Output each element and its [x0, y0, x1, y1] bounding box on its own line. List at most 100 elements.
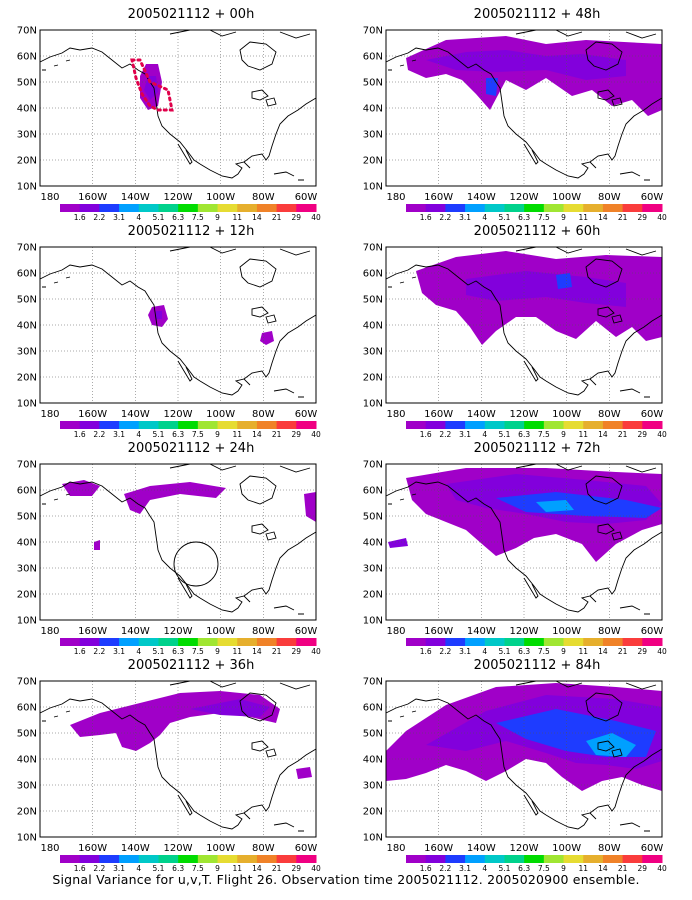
colorbar-swatch [217, 638, 238, 646]
lon-tick-label: 60W [295, 843, 318, 854]
colorbar-swatch [99, 421, 120, 429]
lat-tick-label: 60N [363, 486, 383, 497]
colorbar-swatch [484, 638, 505, 646]
colorbar-label: 29 [638, 213, 648, 220]
lon-tick-label: 140W [121, 409, 150, 420]
latitude-labels: 10N 20N 30N 40N 50N 60N 70N [363, 677, 383, 844]
colorbar-label: 2.2 [439, 430, 451, 437]
lat-tick-label: 30N [363, 781, 383, 792]
gridlines [386, 681, 662, 837]
colorbar-swatch [237, 421, 258, 429]
colorbar-label: 11 [578, 864, 588, 871]
lat-tick-label: 30N [363, 347, 383, 358]
lon-tick-label: 100W [552, 409, 581, 420]
coastline [39, 246, 317, 398]
lat-tick-label: 40N [17, 321, 37, 332]
colorbar-swatch [425, 204, 446, 212]
colorbar-label: 3.1 [113, 213, 125, 220]
colorbar-label: 7.5 [538, 430, 550, 437]
colorbar-label: 7.5 [192, 647, 204, 654]
lon-tick-label: 140W [121, 626, 150, 637]
lat-tick-label: 20N [363, 590, 383, 601]
colorbar-swatch [445, 204, 466, 212]
colorbar-swatch [60, 638, 81, 646]
variance-field [388, 468, 662, 562]
colorbar-label: 21 [618, 864, 628, 871]
colorbar-swatch [484, 204, 505, 212]
lon-tick-label: 160W [424, 843, 453, 854]
colorbar-label: 6.3 [518, 864, 530, 871]
colorbar-label: 6.3 [172, 213, 184, 220]
colorbar-swatch [406, 638, 427, 646]
lon-tick-label: 60W [295, 192, 318, 203]
gridlines [386, 30, 662, 186]
latitude-labels: 10N 20N 30N 40N 50N 60N 70N [17, 243, 37, 410]
figure-caption: Signal Variance for u,v,T. Flight 26. Ob… [52, 872, 640, 887]
colorbar-swatch [197, 638, 219, 646]
colorbar-swatch [197, 421, 219, 429]
colorbar-swatch [158, 855, 179, 863]
colorbar-label: 14 [598, 430, 608, 437]
longitude-labels: 180 160W 140W 120W 100W 80W 60W [386, 409, 663, 420]
colorbar-swatch [524, 421, 545, 429]
variance-contour [556, 273, 572, 289]
lat-tick-label: 40N [363, 538, 383, 549]
lat-tick-label: 70N [17, 243, 37, 254]
colorbar-label: 1.6 [74, 213, 86, 220]
variance-field [416, 251, 662, 345]
coastline [385, 463, 663, 615]
variance-contour [496, 492, 662, 518]
colorbar-swatch [602, 855, 624, 863]
lon-tick-label: 180 [386, 192, 405, 203]
colorbar-swatch [158, 638, 179, 646]
lon-tick-label: 120W [510, 192, 539, 203]
colorbar-swatch [237, 204, 258, 212]
colorbar-label: 4 [136, 213, 141, 220]
colorbar-label: 7.5 [538, 864, 550, 871]
colorbar-swatch [60, 421, 81, 429]
colorbar-label: 1.6 [420, 647, 432, 654]
colorbar-swatch [543, 204, 565, 212]
panel-title: 2005021112 + 36h [128, 658, 255, 673]
colorbar-swatch [178, 855, 199, 863]
colorbar-swatch [524, 855, 545, 863]
lat-tick-label: 50N [363, 512, 383, 523]
longitude-labels: 180 160W 140W 120W 100W 80W 60W [40, 626, 317, 637]
lon-tick-label: 120W [164, 409, 193, 420]
colorbar-swatch [425, 855, 446, 863]
variance-field [62, 480, 316, 550]
colorbar-swatch [237, 855, 258, 863]
colorbar-label: 1.6 [74, 647, 86, 654]
colorbar-label: 14 [598, 647, 608, 654]
colorbar-swatch [79, 204, 100, 212]
colorbar-label: 29 [638, 430, 648, 437]
lat-tick-label: 20N [17, 590, 37, 601]
lat-tick-label: 30N [17, 130, 37, 141]
lon-tick-label: 140W [121, 192, 150, 203]
variance-contour [156, 311, 162, 319]
colorbar-swatch [60, 204, 81, 212]
variance-contour [304, 492, 316, 522]
lon-tick-label: 100W [206, 843, 235, 854]
variance-contour [94, 540, 100, 550]
lon-tick-label: 120W [164, 626, 193, 637]
lon-tick-label: 180 [40, 626, 59, 637]
lon-tick-label: 100W [206, 409, 235, 420]
variance-contour [586, 733, 636, 757]
colorbar-label: 11 [232, 430, 242, 437]
colorbar-label: 4 [136, 430, 141, 437]
colorbar-swatch [425, 638, 446, 646]
colorbar-swatch [484, 421, 505, 429]
lon-tick-label: 180 [386, 626, 405, 637]
lat-tick-label: 60N [363, 52, 383, 63]
colorbar-label: 40 [311, 430, 321, 437]
latitude-labels: 10N 20N 30N 40N 50N 60N 70N [17, 677, 37, 844]
colorbar-label: 11 [232, 864, 242, 871]
gridlines [40, 681, 316, 837]
colorbar-swatch [79, 638, 100, 646]
colorbar-swatch [524, 204, 545, 212]
map-panel: 2005021112 + 48h [350, 4, 690, 220]
colorbar-label: 11 [578, 213, 588, 220]
map-panel: 2005021112 + 36h [4, 655, 344, 871]
colorbar-label: 29 [292, 213, 302, 220]
